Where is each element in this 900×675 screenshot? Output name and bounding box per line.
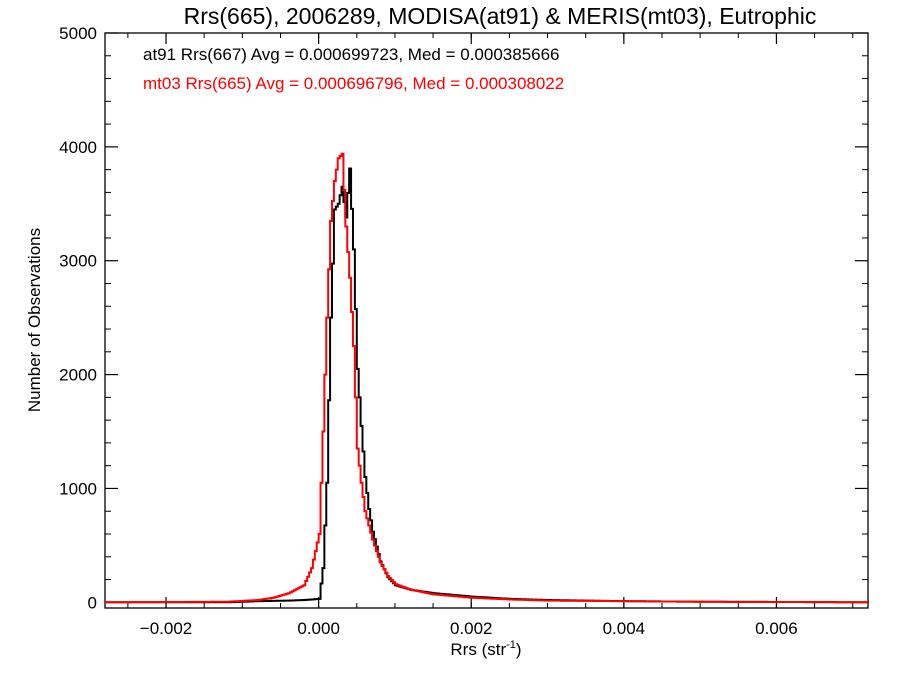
y-tick-label: 2000	[59, 366, 97, 385]
legend-entry-at91: at91 Rrs(667) Avg = 0.000699723, Med = 0…	[143, 45, 560, 64]
x-tick-label: −0.002	[140, 619, 192, 638]
y-tick-label: 0	[88, 593, 97, 612]
series-line-mt03	[105, 152, 869, 604]
chart-title: Rrs(665), 2006289, MODISA(at91) & MERIS(…	[184, 3, 817, 29]
x-tick-label: 0.004	[603, 619, 646, 638]
plot-frame	[104, 32, 869, 609]
legend: at91 Rrs(667) Avg = 0.000699723, Med = 0…	[143, 45, 564, 93]
y-tick-label: 3000	[59, 252, 97, 271]
x-tick-labels: −0.002 0.000 0.002 0.004 0.006	[140, 619, 798, 638]
y-tick-labels: 0 1000 2000 3000 4000 5000	[59, 24, 97, 612]
x-axis-title-close: )	[516, 640, 522, 659]
series-line-at91	[105, 167, 869, 604]
y-tick-label: 1000	[59, 479, 97, 498]
series-layer	[105, 152, 869, 604]
x-axis-title-main: Rrs (str	[450, 640, 506, 659]
x-tick-label: 0.006	[755, 619, 798, 638]
legend-entry-mt03: mt03 Rrs(665) Avg = 0.000696796, Med = 0…	[143, 74, 564, 93]
x-tick-label: 0.000	[297, 619, 340, 638]
x-tick-label: 0.002	[450, 619, 493, 638]
y-axis-title: Number of Observations	[25, 228, 44, 412]
y-tick-label: 5000	[59, 24, 97, 43]
x-axis-title: Rrs (str-1)	[450, 639, 521, 659]
x-axis-title-superscript: -1	[506, 639, 516, 651]
y-tick-label: 4000	[59, 138, 97, 157]
axis-ticks	[105, 32, 868, 608]
